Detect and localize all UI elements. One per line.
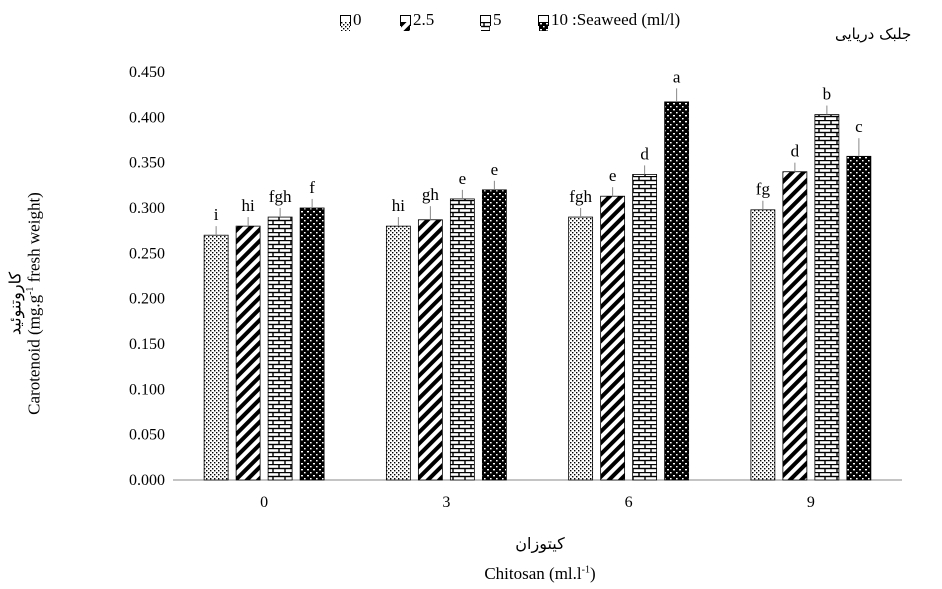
y-tick-label: 0.350	[129, 155, 165, 172]
bar	[846, 155, 872, 481]
legend-swatch-rect-2	[481, 21, 490, 31]
x-tick-label: 6	[625, 494, 633, 511]
y-axis-title-en: Carotenoid (mg.g-1 fresh weight)	[25, 154, 45, 454]
bar	[814, 114, 840, 481]
y-tick-label: 0.050	[129, 427, 165, 444]
significance-letter: e	[491, 160, 499, 179]
y-axis-title-sup: -1	[24, 286, 36, 295]
y-tick-label: 0.400	[129, 109, 165, 126]
bar	[449, 198, 475, 481]
significance-letter: fgh	[569, 187, 592, 206]
significance-letter: c	[855, 117, 863, 136]
legend-title-fa: جلبک دریایی	[835, 25, 912, 43]
significance-letter: e	[459, 169, 467, 188]
bar	[632, 174, 658, 481]
legend-label-2.5: 2.5	[413, 10, 435, 29]
bar	[299, 207, 325, 481]
legend-label-5: 5	[493, 10, 502, 29]
legend-title: :Seaweed (ml/l)	[572, 10, 681, 29]
legend-swatch-0	[340, 14, 351, 31]
plot-area: 0.000 0.050 0.100 0.150 0.200 0.250 0.300 0.350…	[129, 64, 902, 511]
y-axis-title-tail: fresh weight)	[24, 192, 44, 287]
significance-letter: gh	[422, 185, 440, 204]
y-tick-label: 0.150	[129, 336, 165, 353]
legend-swatch-fill-2	[481, 21, 490, 31]
legend-swatch-fill-0	[341, 21, 350, 31]
legend-item-2.5: 2.5	[400, 10, 435, 31]
bar	[203, 234, 229, 481]
bar	[235, 225, 261, 481]
legend-swatch-rect-0	[341, 21, 350, 31]
significance-letter: d	[791, 142, 800, 161]
significance-letter: i	[214, 205, 219, 224]
y-tick-label: 0.000	[129, 472, 165, 489]
legend-item-0: 0	[340, 10, 362, 31]
bar	[782, 171, 808, 481]
x-tick-label: 9	[807, 494, 815, 511]
bar	[481, 189, 507, 481]
y-axis-title-fa: کاروتنوئید	[5, 271, 25, 336]
significance-letter: a	[673, 67, 681, 86]
x-tick-label: 3	[442, 494, 450, 511]
significance-letter: b	[823, 85, 832, 104]
significance-letter: fgh	[269, 187, 292, 206]
legend-item-5: 5	[480, 10, 502, 31]
x-tick-label: 0	[260, 494, 268, 511]
y-axis-title: کاروتنوئید Carotenoid (mg.g-1 fresh weig…	[6, 154, 45, 454]
y-tick-label: 0.100	[129, 381, 165, 398]
bar	[664, 101, 690, 481]
bar	[267, 216, 293, 481]
significance-letter: f	[309, 178, 315, 197]
y-tick-label: 0.450	[129, 64, 165, 81]
y-tick-label: 0.250	[129, 245, 165, 262]
x-axis-title-sup: -1	[581, 564, 590, 576]
legend-swatch-10	[538, 14, 549, 31]
legend-swatch-rect-1	[401, 21, 410, 31]
legend-swatch-fill-3	[539, 21, 548, 31]
bar	[385, 225, 411, 481]
significance-letter: e	[609, 166, 617, 185]
legend-label-0: 0	[353, 10, 362, 29]
x-axis-title-en: Chitosan (ml.l-1)	[420, 564, 660, 584]
legend-label-10: 10	[551, 10, 568, 29]
significance-letter: hi	[392, 196, 406, 215]
legend-swatch-2.5	[400, 14, 411, 31]
significance-letter: fg	[756, 180, 771, 199]
significance-letter: d	[640, 144, 649, 163]
y-tick-label: 0.200	[129, 291, 165, 308]
x-axis-title-fa: کیتوزان	[515, 534, 565, 553]
bar	[600, 195, 626, 481]
y-tick-label: 0.300	[129, 200, 165, 217]
legend-swatch-rect-3	[539, 21, 548, 31]
legend-swatch-5	[480, 14, 491, 31]
x-axis-title-tail: )	[589, 564, 596, 583]
x-axis-title-text: Chitosan (ml.l	[484, 564, 582, 583]
significance-letter: hi	[242, 196, 256, 215]
legend-item-10: 10	[538, 10, 568, 31]
bar	[417, 219, 443, 481]
y-axis-title-text: Carotenoid (mg.g	[24, 294, 44, 415]
legend-swatch-fill-1	[401, 21, 410, 31]
bar	[750, 209, 776, 481]
bar	[568, 216, 594, 481]
